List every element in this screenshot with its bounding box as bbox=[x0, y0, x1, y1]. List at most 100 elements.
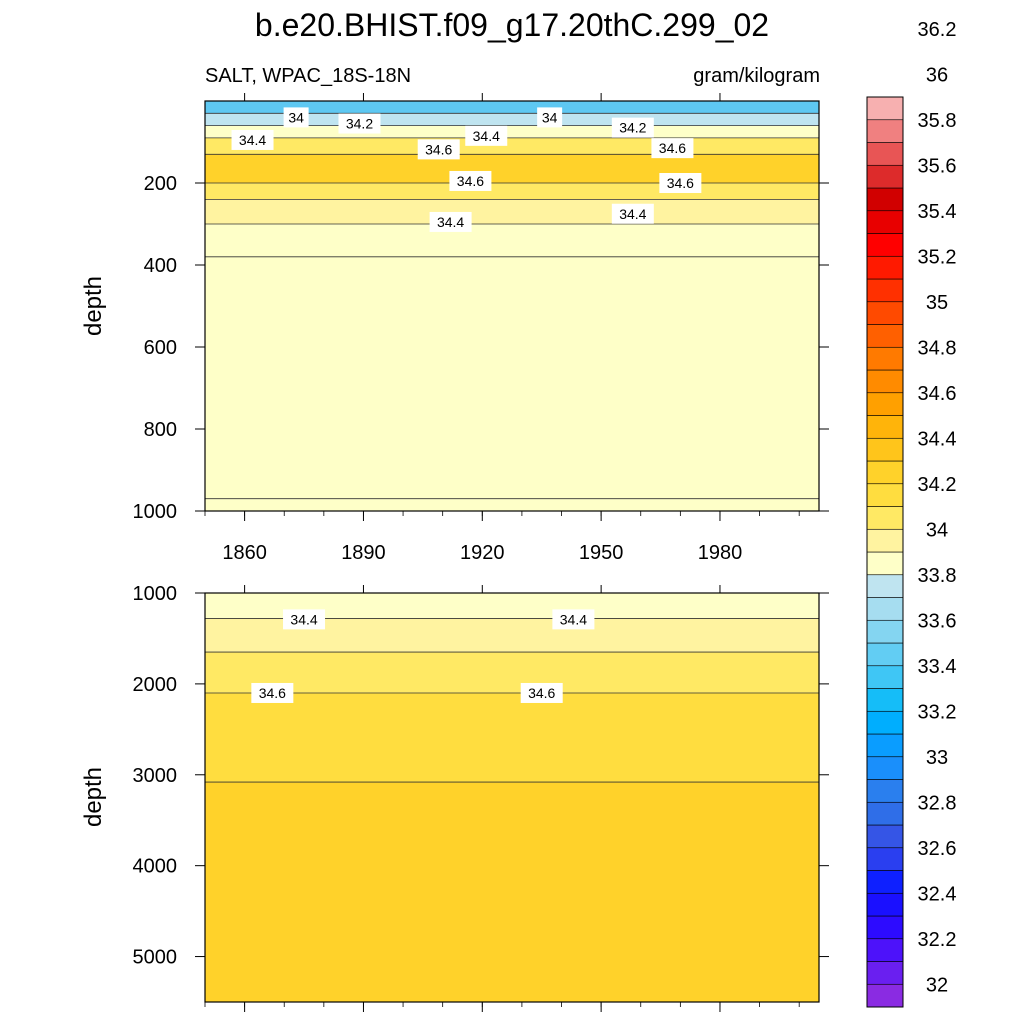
contour-label-bg bbox=[429, 211, 472, 232]
figure-title: b.e20.BHIST.f09_g17.20thC.299_02 bbox=[255, 7, 769, 43]
contour-label: 34.6 bbox=[259, 685, 286, 701]
colorbar-box bbox=[866, 938, 904, 962]
contour-label: 34.4 bbox=[239, 132, 266, 148]
y-tick-label: 1000 bbox=[133, 583, 178, 605]
colorbar-box bbox=[866, 915, 904, 940]
contour-label: 34.6 bbox=[659, 140, 686, 156]
contour-label: 34.6 bbox=[425, 141, 452, 157]
y-tick-label: 600 bbox=[144, 337, 177, 359]
colorbar-box bbox=[866, 119, 904, 143]
x-tick-label: 1920 bbox=[460, 542, 505, 564]
contour-label-bg bbox=[449, 170, 492, 191]
salinity-layer bbox=[205, 256, 819, 499]
colorbar-box bbox=[866, 733, 904, 758]
contour-label: 34.6 bbox=[667, 175, 694, 191]
contour-label-bg bbox=[251, 682, 294, 703]
colorbar-box bbox=[866, 665, 904, 689]
salinity-layer bbox=[205, 101, 819, 114]
y-tick-label: 4000 bbox=[133, 856, 178, 878]
contour-label: 34.4 bbox=[473, 128, 500, 144]
colorbar-frame bbox=[866, 96, 904, 1008]
y-tick-label: 5000 bbox=[133, 947, 178, 969]
colorbar-box bbox=[866, 824, 904, 849]
salinity-layer bbox=[205, 183, 819, 200]
colorbar-box bbox=[866, 301, 904, 325]
salinity-layer bbox=[205, 154, 819, 183]
salinity-layer bbox=[205, 782, 819, 1002]
upper-panel: 1860 1890 1920 1950 1980 200 400 600 800 1000 34.4… bbox=[133, 93, 829, 564]
colorbar-box bbox=[866, 506, 904, 530]
contour-label-bg bbox=[537, 107, 563, 128]
colorbar-box bbox=[866, 142, 904, 166]
y-tick-label: 400 bbox=[144, 255, 177, 277]
colorbar-box bbox=[866, 233, 904, 257]
y-tick-label: 2000 bbox=[133, 674, 178, 696]
colorbar-label: 34.2 bbox=[918, 474, 957, 496]
contour-label: 34.2 bbox=[346, 116, 373, 132]
colorbar: 32 32.2 32.4 32.6 32.8 33 33.2 33.4 33.6 33.8 34 34… bbox=[866, 19, 957, 1008]
colorbar-box bbox=[866, 415, 904, 439]
colorbar-label: 33.2 bbox=[918, 701, 957, 723]
colorbar-box bbox=[866, 346, 904, 371]
contour-label-bg bbox=[465, 125, 508, 146]
contour-label-bg bbox=[552, 609, 595, 630]
colorbar-box bbox=[866, 597, 904, 621]
colorbar-box bbox=[866, 278, 904, 303]
contour-label-bg bbox=[338, 113, 381, 134]
colorbar-box bbox=[866, 710, 904, 735]
colorbar-label: 34.6 bbox=[918, 383, 957, 405]
x-tick-label: 1890 bbox=[341, 542, 386, 564]
colorbar-label: 35.4 bbox=[918, 201, 957, 223]
colorbar-box bbox=[866, 983, 904, 1008]
colorbar-box bbox=[866, 551, 904, 576]
upper-y-axis-label: depth bbox=[80, 276, 107, 336]
colorbar-label: 33.4 bbox=[918, 656, 957, 678]
contour-label-bg bbox=[611, 203, 654, 224]
contour-label: 34.4 bbox=[560, 611, 587, 627]
colorbar-label: 35.6 bbox=[918, 155, 957, 177]
lower-panel: 1000 2000 3000 4000 5000 34.4 34.4 34.6 34.6 bbox=[133, 583, 829, 1012]
colorbar-box bbox=[866, 437, 904, 462]
contour-label: 34.4 bbox=[290, 611, 317, 627]
colorbar-box bbox=[866, 187, 904, 212]
colorbar-box bbox=[866, 255, 904, 280]
colorbar-box bbox=[866, 460, 904, 485]
colorbar-label: 34.4 bbox=[918, 428, 957, 450]
subtitle-units: gram/kilogram bbox=[693, 65, 820, 87]
colorbar-label: 33.6 bbox=[918, 610, 957, 632]
colorbar-box bbox=[866, 210, 904, 234]
colorbar-box bbox=[866, 801, 904, 826]
contour-label: 34.2 bbox=[619, 120, 646, 136]
colorbar-label: 34.8 bbox=[918, 337, 957, 359]
contour-label: 34.6 bbox=[457, 173, 484, 189]
colorbar-label: 36 bbox=[926, 64, 948, 86]
salinity-layer bbox=[205, 224, 819, 257]
contour-label: 34.6 bbox=[528, 685, 555, 701]
colorbar-label: 35.8 bbox=[918, 110, 957, 132]
contour-label-bg bbox=[520, 682, 563, 703]
salinity-layer bbox=[205, 652, 819, 693]
y-tick-label: 1000 bbox=[133, 501, 178, 523]
y-tick-label: 3000 bbox=[133, 765, 178, 787]
y-tick-label: 200 bbox=[144, 173, 177, 195]
colorbar-label: 32.4 bbox=[918, 883, 957, 905]
contour-label: 34 bbox=[542, 109, 558, 125]
contour-label-bg bbox=[283, 107, 309, 128]
plot-frame bbox=[204, 592, 820, 1003]
salinity-layer bbox=[205, 125, 819, 138]
colorbar-label: 33 bbox=[926, 747, 948, 769]
contour-label-bg bbox=[659, 173, 702, 193]
lower-y-axis-label: depth bbox=[80, 767, 107, 827]
contour-label-bg bbox=[651, 138, 694, 159]
salinity-layer bbox=[205, 498, 819, 511]
y-tick-label: 800 bbox=[144, 419, 177, 441]
colorbar-label: 32.2 bbox=[918, 929, 957, 951]
colorbar-box bbox=[866, 96, 904, 121]
colorbar-box bbox=[866, 688, 904, 712]
colorbar-box bbox=[866, 483, 904, 507]
contour-label: 34.4 bbox=[619, 206, 646, 222]
colorbar-label: 32.6 bbox=[918, 838, 957, 860]
salinity-layer bbox=[205, 692, 819, 783]
contour-label: 34 bbox=[288, 109, 304, 125]
